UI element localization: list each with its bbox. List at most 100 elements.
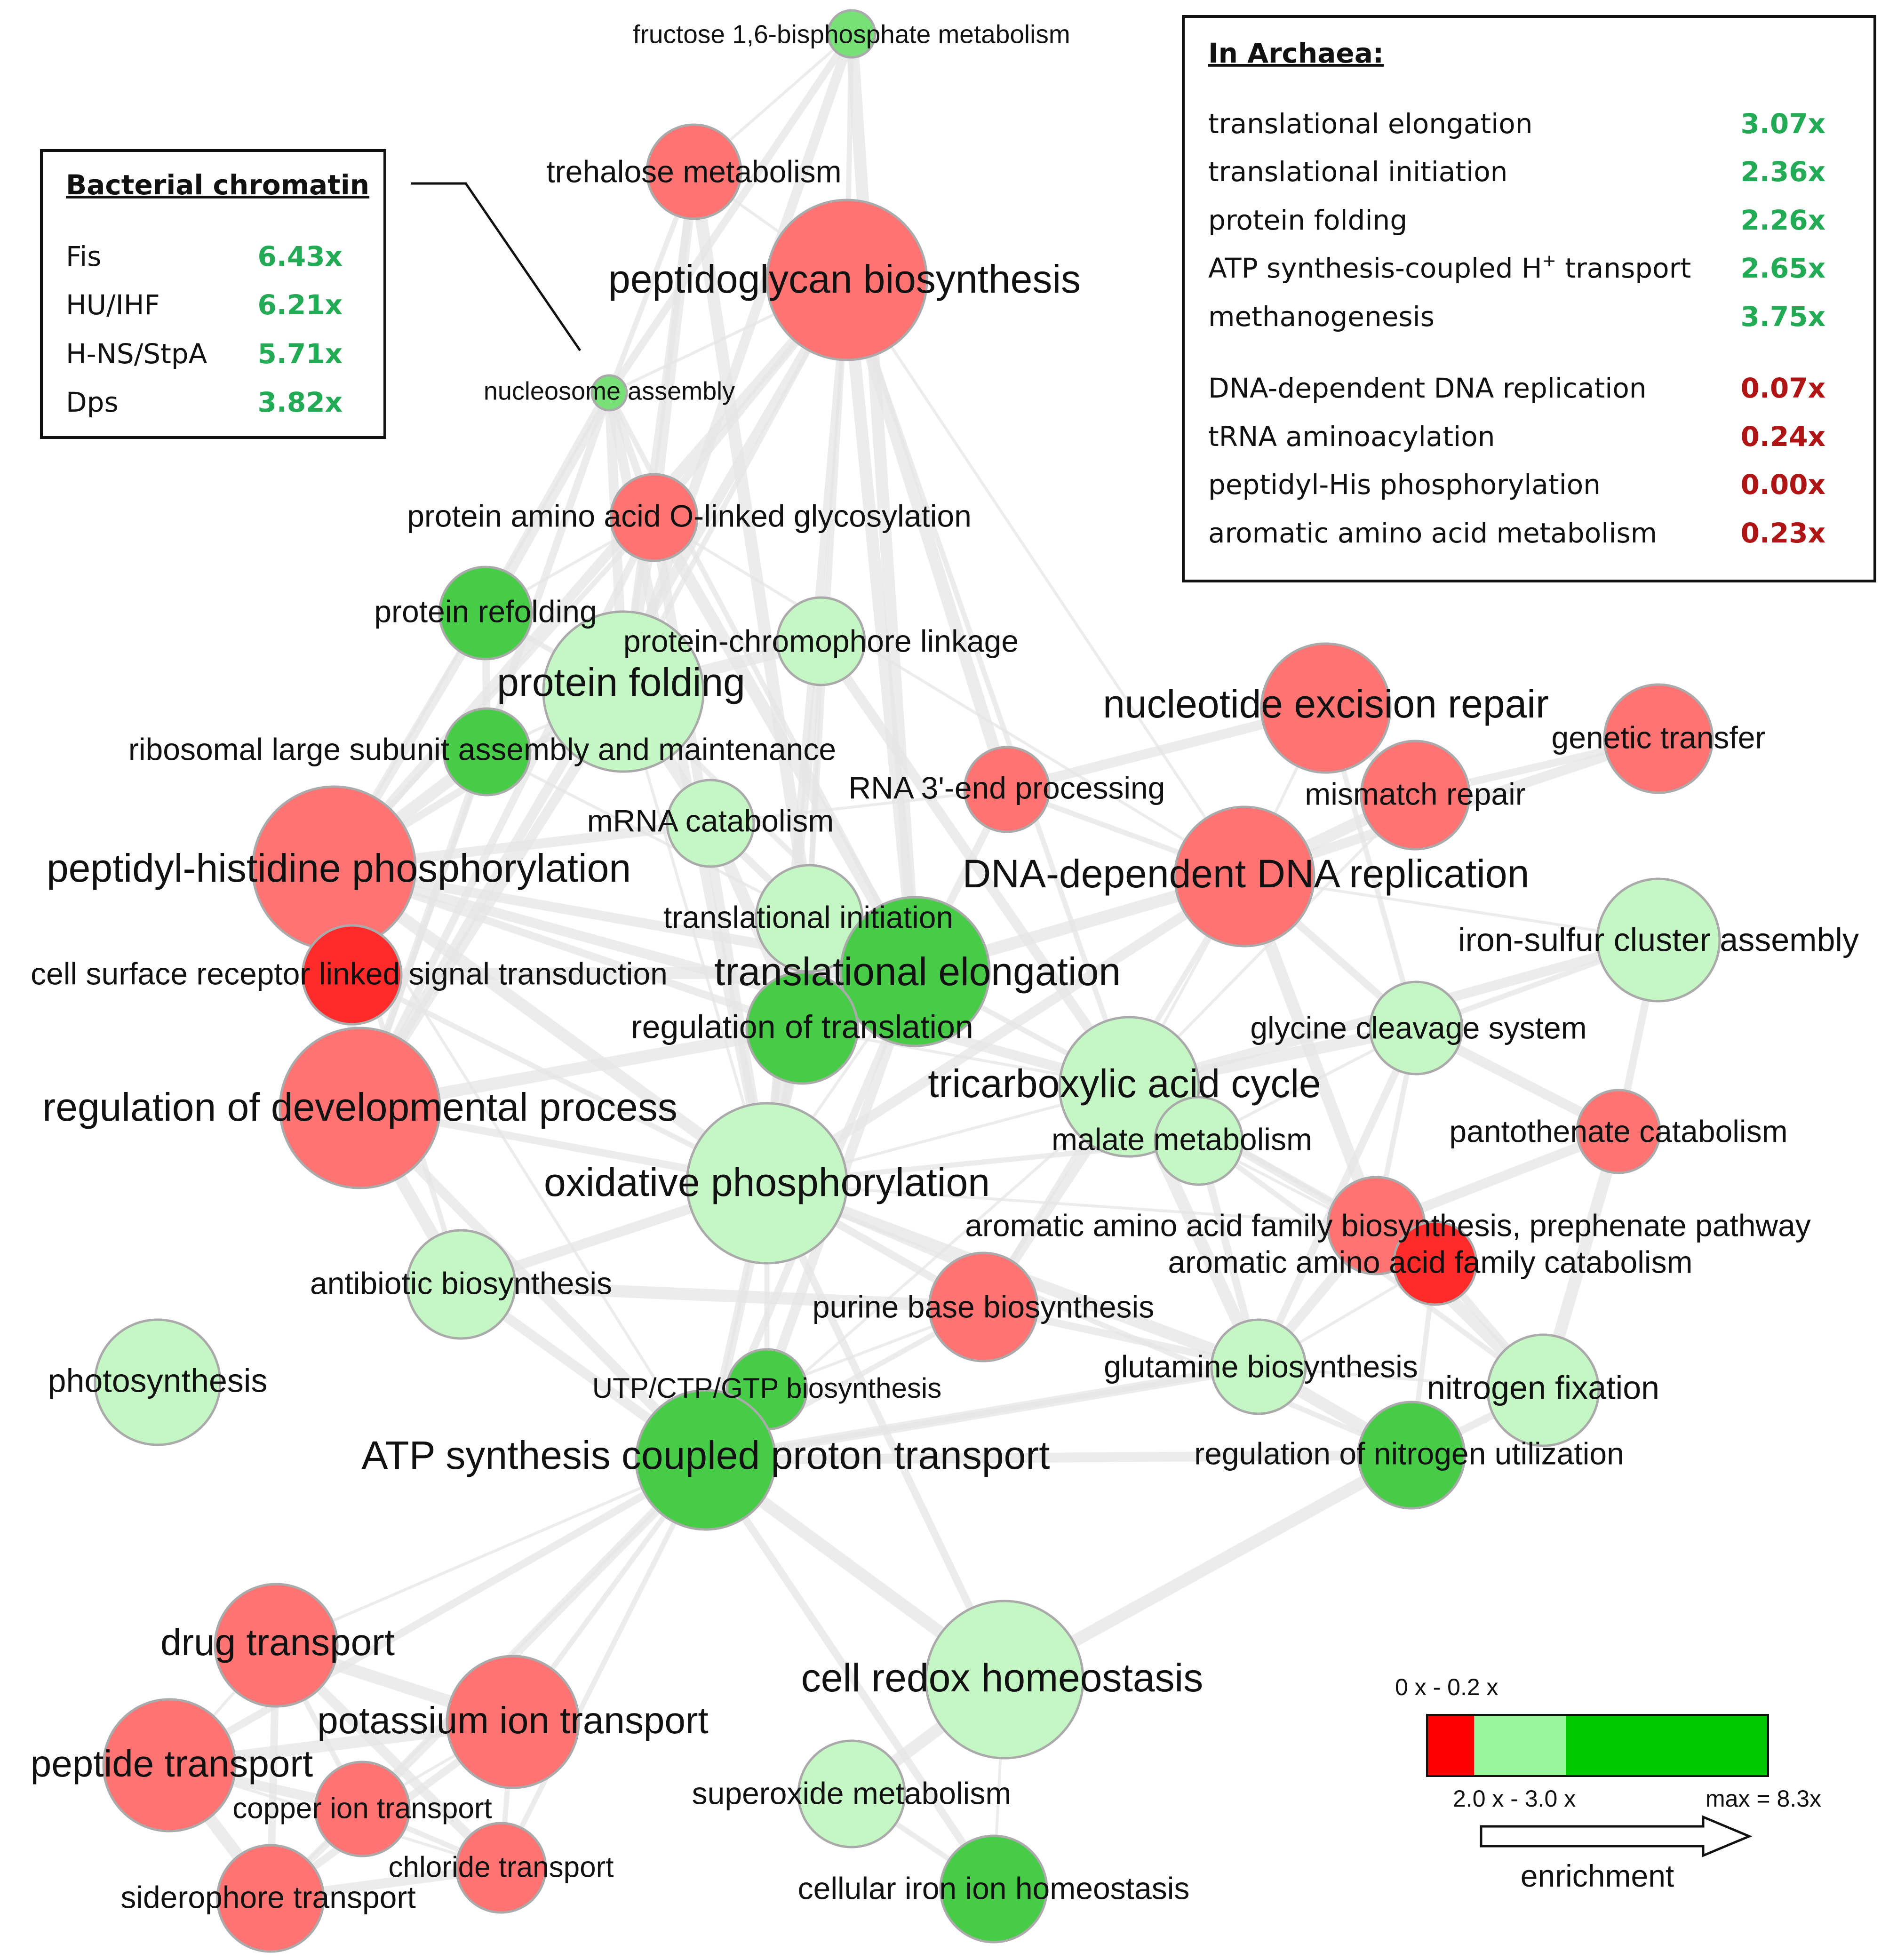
label-ner: nucleotide excision repair bbox=[1103, 682, 1549, 726]
bacterial-row-name: HU/IHF bbox=[66, 289, 160, 321]
label-trehalose: trehalose metabolism bbox=[546, 154, 841, 189]
bacterial-row-name: Dps bbox=[66, 386, 119, 418]
label-malate: malate metabolism bbox=[1052, 1122, 1312, 1156]
label-antibiotic: antibiotic biosynthesis bbox=[310, 1266, 612, 1300]
label-potassium: potassium ion transport bbox=[317, 1699, 709, 1741]
label-regnitrogen: regulation of nitrogen utilization bbox=[1194, 1436, 1624, 1471]
edge-mrna-rna3 bbox=[709, 788, 1008, 825]
legend-max-label: max = 8.3x bbox=[1706, 1785, 1821, 1812]
node-potassium bbox=[446, 1655, 580, 1789]
node-ribosomal bbox=[442, 707, 532, 797]
node-genetic bbox=[1603, 683, 1714, 794]
label-aromaticbio: aromatic amino acid family biosynthesis,… bbox=[965, 1208, 1811, 1243]
edge-folding-oxphos bbox=[622, 690, 768, 1185]
label-mrna: mRNA catabolism bbox=[587, 803, 834, 838]
bacterial-box-title: Bacterial chromatin bbox=[66, 169, 369, 201]
label-purine: purine base biosynthesis bbox=[813, 1289, 1154, 1324]
archaea-depleted-value: 0.00x bbox=[1740, 469, 1825, 501]
node-purine bbox=[928, 1251, 1039, 1362]
archaea-depleted-value: 0.24x bbox=[1740, 421, 1825, 453]
archaea-enriched-name: translational initiation bbox=[1208, 156, 1507, 188]
node-ner bbox=[1260, 642, 1392, 774]
node-mismatch bbox=[1360, 740, 1471, 851]
edge-peptidoglycan-peptidylhis bbox=[329, 275, 852, 873]
edge-trehalose-olinked bbox=[649, 167, 699, 523]
bacterial-row-value: 6.43x bbox=[257, 240, 343, 272]
legend-green-segment bbox=[1566, 1715, 1768, 1776]
label-ironhomeo: cellular iron ion homeostasis bbox=[798, 1871, 1190, 1905]
network-nodes bbox=[94, 9, 1721, 1953]
edge-peptidylhis-oxphos bbox=[328, 862, 773, 1189]
archaea-enriched-value: 3.75x bbox=[1740, 301, 1825, 333]
archaea-enriched-value: 3.07x bbox=[1740, 108, 1825, 140]
legend-light-green-segment bbox=[1474, 1715, 1566, 1776]
legend-red-segment bbox=[1427, 1715, 1474, 1776]
node-regtrans bbox=[745, 971, 859, 1085]
label-drug: drug transport bbox=[160, 1621, 395, 1663]
edge-atpsynth-peptidetransport bbox=[166, 1456, 709, 1769]
edge-atpsynth-drug bbox=[275, 1458, 707, 1647]
label-glutamine: glutamine biosynthesis bbox=[1104, 1349, 1418, 1384]
label-chromophore: protein-chromophore linkage bbox=[623, 623, 1019, 658]
node-regdev bbox=[279, 1027, 441, 1189]
archaea-atp-superscript: + bbox=[1542, 251, 1556, 271]
archaea-depleted-name: DNA-dependent DNA replication bbox=[1208, 372, 1647, 404]
label-rna3: RNA 3'-end processing bbox=[849, 770, 1165, 805]
node-chromophore bbox=[776, 596, 866, 686]
label-ironsulfur: iron-sulfur cluster assembly bbox=[1458, 921, 1859, 958]
archaea-box-frame bbox=[1182, 15, 1876, 582]
edge-olinked-transelong bbox=[648, 511, 921, 978]
legend-bar-frame bbox=[1426, 1714, 1769, 1777]
legend-mid-label: 2.0 x - 3.0 x bbox=[1453, 1785, 1576, 1812]
node-glycine bbox=[1369, 980, 1464, 1076]
label-genetic: genetic transfer bbox=[1552, 720, 1766, 755]
node-folding bbox=[542, 610, 705, 773]
node-superoxide bbox=[797, 1739, 906, 1848]
archaea-atp-suffix: transport bbox=[1556, 252, 1691, 284]
bacterial-row-name: H-NS/StpA bbox=[66, 338, 207, 370]
bacterial-row-value: 3.82x bbox=[257, 386, 343, 418]
label-cellsurface: cell surface receptor linked signal tran… bbox=[31, 956, 668, 991]
node-cellsurface bbox=[301, 924, 403, 1026]
node-glutamine bbox=[1210, 1318, 1307, 1415]
node-copper bbox=[314, 1761, 411, 1857]
label-mismatch: mismatch repair bbox=[1305, 776, 1525, 811]
label-nucleosome: nucleosome assembly bbox=[484, 377, 735, 405]
label-nitrogenfix: nitrogen fixation bbox=[1427, 1369, 1659, 1406]
label-transelong: translational elongation bbox=[714, 949, 1121, 994]
node-oxphos bbox=[685, 1102, 848, 1265]
node-refolding bbox=[438, 566, 533, 661]
node-regnitrogen bbox=[1357, 1401, 1466, 1510]
label-copper: copper ion transport bbox=[232, 1792, 492, 1825]
node-olinked bbox=[609, 473, 699, 562]
label-pantothenate: pantothenate catabolism bbox=[1449, 1114, 1787, 1148]
node-transelong bbox=[839, 896, 991, 1047]
archaea-enriched-name: protein folding bbox=[1208, 204, 1407, 236]
edge-atpsynth-ironhomeo bbox=[702, 1456, 997, 1893]
node-peptidoglycan bbox=[765, 199, 928, 361]
legend-top-label: 0 x - 0.2 x bbox=[1395, 1674, 1498, 1700]
archaea-depleted-name: aromatic amino acid metabolism bbox=[1208, 517, 1657, 549]
node-cellredox bbox=[925, 1600, 1084, 1760]
node-ironhomeo bbox=[939, 1834, 1048, 1944]
label-regtrans: regulation of translation bbox=[631, 1008, 973, 1045]
network-labels: fructose 1,6-bisphosphate metabolism treh… bbox=[31, 20, 1859, 1915]
edge-chromophore-tca bbox=[816, 636, 1134, 1092]
edge-peptidoglycan-transelong bbox=[841, 274, 921, 978]
edge-olinked-dnarep bbox=[653, 516, 1246, 878]
node-chloride bbox=[455, 1822, 547, 1914]
edge-peptidoglycan-dnarep bbox=[845, 279, 1246, 878]
label-ribosomal: ribosomal large subunit assembly and mai… bbox=[128, 732, 836, 766]
node-rna3 bbox=[963, 746, 1051, 833]
color-legend: 0 x - 0.2 x 2.0 x - 3.0 x max = 8.3x enr… bbox=[1395, 1674, 1821, 1893]
node-drug bbox=[214, 1583, 339, 1708]
label-peptidoglycan: peptidoglycan biosynthesis bbox=[608, 257, 1081, 301]
node-antibiotic bbox=[406, 1229, 517, 1340]
archaea-enriched-name: ATP synthesis-coupled H+ transport bbox=[1208, 251, 1691, 284]
archaea-enriched-name: translational elongation bbox=[1208, 108, 1532, 140]
enrichment-arrow bbox=[1480, 1815, 1753, 1857]
label-atpsynth: ATP synthesis coupled proton transport bbox=[361, 1433, 1050, 1477]
label-folding: protein folding bbox=[497, 660, 745, 704]
label-peptidetransport: peptide transport bbox=[31, 1743, 313, 1785]
